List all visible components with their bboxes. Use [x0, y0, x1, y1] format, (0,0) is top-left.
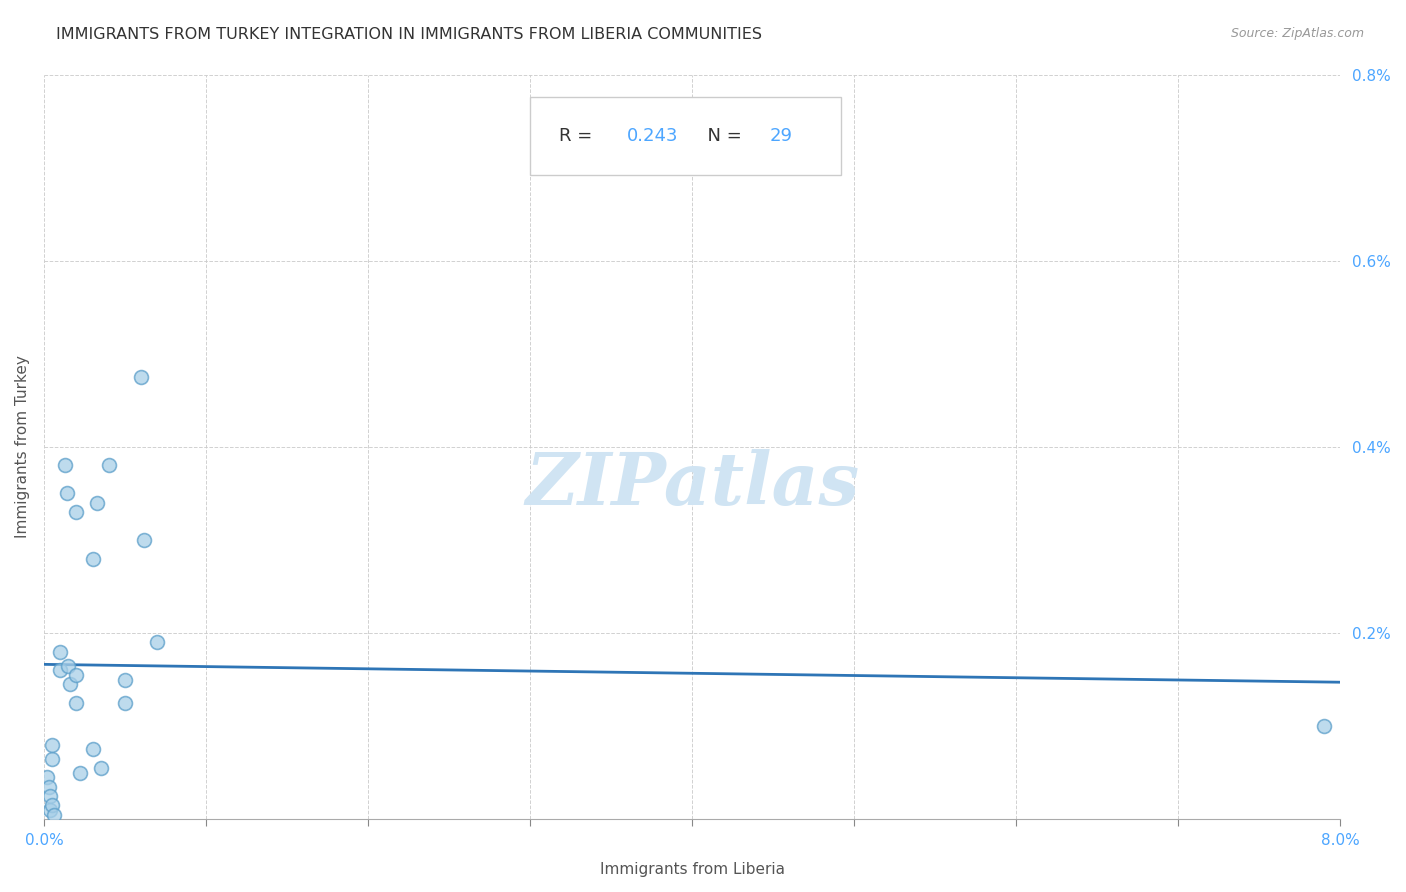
Point [86, 496, 108, 510]
Point [65, 696, 87, 710]
Point [97, 458, 120, 473]
Text: 0.243: 0.243 [627, 127, 679, 145]
Text: Source: ZipAtlas.com: Source: ZipAtlas.com [1230, 27, 1364, 40]
Point [53, 458, 76, 473]
Point [41, 798, 63, 813]
Point [114, 673, 136, 687]
Point [69, 765, 91, 780]
Point [37, 770, 59, 784]
Text: IMMIGRANTS FROM TURKEY INTEGRATION IN IMMIGRANTS FROM LIBERIA COMMUNITIES: IMMIGRANTS FROM TURKEY INTEGRATION IN IM… [56, 27, 762, 42]
Point [49, 663, 72, 677]
Point [42, 807, 65, 822]
Point [65, 668, 87, 682]
FancyBboxPatch shape [530, 97, 841, 175]
Y-axis label: Immigrants from Turkey: Immigrants from Turkey [15, 355, 30, 538]
Point [55, 486, 77, 500]
Point [58, 658, 80, 673]
Point [82, 551, 104, 566]
Point [1313, 719, 1336, 733]
Text: 29: 29 [770, 127, 793, 145]
Point [90, 761, 112, 775]
Point [82, 742, 104, 756]
Point [39, 803, 62, 817]
Point [41, 752, 63, 766]
Text: R =: R = [558, 127, 598, 145]
Point [59, 677, 82, 691]
Text: N =: N = [696, 127, 748, 145]
Text: ZIPatlas: ZIPatlas [524, 449, 859, 520]
X-axis label: Immigrants from Liberia: Immigrants from Liberia [599, 862, 785, 877]
Point [38, 780, 60, 794]
Point [134, 533, 156, 547]
Point [146, 635, 169, 649]
Point [39, 789, 62, 803]
Point [114, 696, 136, 710]
Point [65, 505, 87, 519]
Point [49, 645, 72, 659]
Point [41, 738, 63, 752]
Point [129, 370, 152, 384]
